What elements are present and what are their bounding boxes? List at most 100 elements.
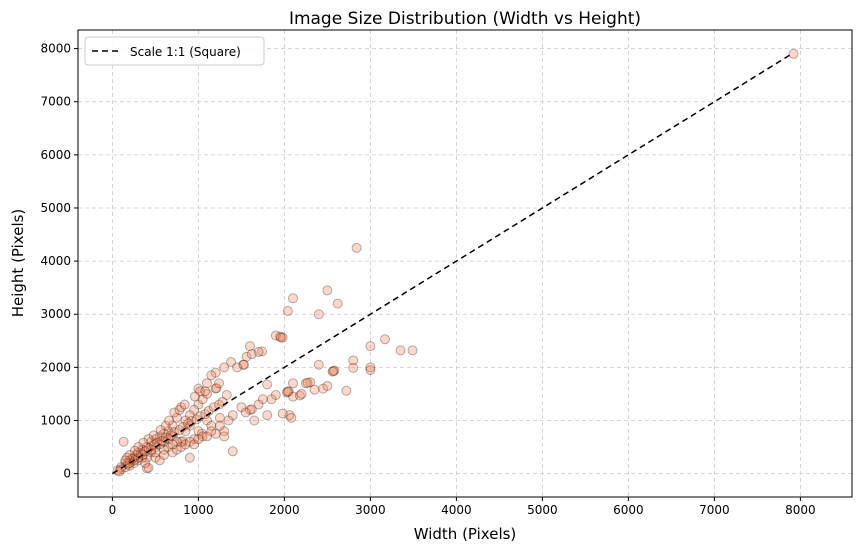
data-point <box>169 407 180 418</box>
data-point <box>180 415 191 426</box>
data-point <box>184 410 195 421</box>
data-point <box>176 402 187 413</box>
data-point <box>249 415 260 426</box>
data-point <box>348 362 359 373</box>
data-point <box>253 399 264 410</box>
data-point <box>171 436 182 447</box>
data-point <box>407 345 418 356</box>
data-point <box>262 410 273 421</box>
data-point <box>127 453 138 464</box>
data-point <box>214 378 225 389</box>
data-point <box>202 378 212 389</box>
data-point <box>120 455 131 466</box>
y-tick-label: 8000 <box>40 42 71 56</box>
data-point <box>245 404 255 415</box>
data-point <box>329 365 340 376</box>
data-point <box>246 349 257 360</box>
data-point <box>167 420 178 431</box>
data-point <box>277 408 288 419</box>
data-point <box>159 444 169 455</box>
data-point <box>236 402 247 413</box>
data-point <box>184 452 195 463</box>
data-point <box>210 428 221 439</box>
y-tick-label: 6000 <box>40 148 71 162</box>
data-point <box>202 388 212 399</box>
data-point <box>262 379 273 390</box>
data-point <box>281 387 292 398</box>
data-point <box>270 389 281 400</box>
data-point <box>275 331 286 342</box>
data-point <box>365 365 376 376</box>
data-point <box>341 385 352 396</box>
x-axis-label: Width (Pixels) <box>414 525 517 543</box>
x-tick-label: 4000 <box>441 503 472 517</box>
data-point <box>277 332 288 343</box>
data-point <box>176 436 187 447</box>
x-tick-label: 6000 <box>613 503 644 517</box>
data-point <box>300 378 311 389</box>
data-point <box>257 394 268 405</box>
data-point <box>159 428 169 439</box>
y-tick-label: 1000 <box>40 413 71 427</box>
data-point <box>351 242 362 253</box>
data-point <box>154 431 165 442</box>
data-point <box>163 442 174 453</box>
legend-label: Scale 1:1 (Square) <box>130 45 241 59</box>
data-point <box>202 431 212 442</box>
data-point <box>143 462 154 473</box>
data-point <box>288 378 298 389</box>
data-point <box>328 366 339 377</box>
data-point <box>210 383 221 394</box>
data-point <box>154 455 165 466</box>
data-point <box>217 396 228 407</box>
data-point <box>174 404 185 415</box>
data-point <box>284 410 295 421</box>
data-point <box>266 394 277 405</box>
data-point <box>219 431 230 442</box>
data-point <box>200 386 211 397</box>
data-point <box>283 386 294 397</box>
data-point <box>141 463 152 474</box>
data-point <box>380 334 391 345</box>
data-point <box>232 362 243 373</box>
data-point <box>193 434 204 445</box>
data-point <box>288 293 298 304</box>
data-point <box>238 359 249 370</box>
data-point <box>118 436 129 447</box>
data-point <box>214 412 225 423</box>
data-point <box>177 436 188 447</box>
data-point <box>129 445 140 456</box>
data-point <box>210 367 221 378</box>
data-point <box>167 447 178 458</box>
ticks: 0 1000 2000 3000 4000 5000 6000 7000 8000 0 1000 20… <box>40 42 815 517</box>
data-point <box>195 386 206 397</box>
data-point <box>253 346 264 357</box>
data-point <box>197 394 208 405</box>
data-point <box>322 285 333 296</box>
data-point <box>171 444 182 455</box>
data-point <box>124 450 135 461</box>
data-point <box>296 388 307 399</box>
x-tick-label: 5000 <box>527 503 558 517</box>
x-tick-label: 2000 <box>269 503 300 517</box>
data-point <box>179 399 190 410</box>
y-axis-label: Height (Pixels) <box>9 209 27 318</box>
data-point <box>275 332 286 343</box>
data-point <box>206 426 217 437</box>
y-tick-label: 7000 <box>40 95 71 109</box>
data-point <box>227 446 238 457</box>
data-point <box>286 412 297 423</box>
data-point <box>257 346 268 357</box>
data-point <box>164 415 175 426</box>
x-tick-label: 7000 <box>699 503 730 517</box>
data-point <box>155 425 166 436</box>
data-point <box>240 407 251 418</box>
data-point <box>193 383 204 394</box>
data-point <box>189 404 200 415</box>
legend-box <box>84 36 265 66</box>
data-point <box>140 457 151 468</box>
data-point <box>226 357 237 368</box>
data-point <box>309 384 320 395</box>
data-point <box>302 377 313 388</box>
data-point <box>197 431 208 442</box>
